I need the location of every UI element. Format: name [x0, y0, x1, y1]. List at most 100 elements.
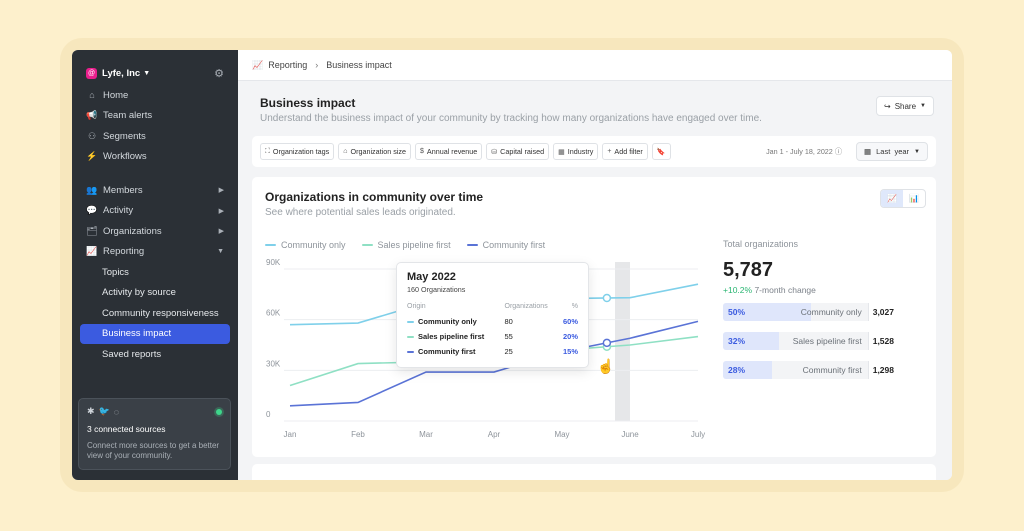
legend-swatch — [265, 243, 276, 247]
sidebar-item-label: Activity by source — [102, 287, 176, 299]
filter-add-filter[interactable]: + Add filter — [602, 143, 648, 160]
sidebar-item-saved-reports[interactable]: Saved reports — [80, 344, 230, 365]
line-chart-icon[interactable]: 📈 — [881, 190, 903, 207]
totals-change: +10.2% 7-month change — [723, 285, 899, 295]
dollar-icon: $ — [420, 148, 424, 155]
sidebar-item-workflows[interactable]: ⚡ Workflows — [80, 147, 230, 168]
x-tick-label: Feb — [351, 430, 365, 439]
filter-label: Industry — [567, 147, 594, 156]
breakdown-bar-fill — [723, 303, 811, 321]
bookmark-button[interactable]: 🔖 — [651, 143, 671, 160]
sidebar-item-label: Team alerts — [103, 110, 153, 122]
share-label: Share — [894, 101, 917, 111]
y-tick-label: 90K — [266, 258, 281, 267]
tooltip-header-orgs: Organizations — [504, 303, 548, 310]
chevron-down-icon: ▼ — [143, 69, 151, 77]
card-subtitle: See where potential sales leads originat… — [265, 207, 456, 218]
filter-label: Organization tags — [272, 147, 330, 156]
filter-industry[interactable]: ▦ Industry — [553, 143, 599, 160]
sidebar-item-reporting[interactable]: 📈 Reporting ▼ — [80, 242, 230, 263]
page-header: Business impact Understand the business … — [260, 96, 762, 124]
sidebar-item-activity-by-source[interactable]: Activity by source — [80, 283, 230, 304]
chevron-down-icon: ▼ — [914, 148, 920, 155]
tooltip-header-pct: % — [571, 303, 578, 310]
chevron-right-icon: ▶ — [218, 187, 224, 195]
calendar-icon: ▦ — [864, 147, 872, 156]
x-tick-label: June — [621, 430, 639, 439]
discourse-icon: ◌ — [113, 406, 120, 417]
sidebar-item-topics[interactable]: Topics — [80, 262, 230, 283]
tooltip-row-name: Community first — [407, 344, 505, 359]
chart-type-toggle: 📈 📊 — [880, 189, 926, 208]
tooltip-row-name: Sales pipeline first — [407, 329, 505, 344]
period-select[interactable]: ▦ Last year ▼ — [856, 142, 928, 161]
x-tick-label: Apr — [488, 430, 501, 439]
filter-organization-size[interactable]: ⌂ Organization size — [338, 143, 412, 160]
filter-organization-tags[interactable]: ⛶ Organization tags — [260, 143, 335, 160]
legend-community-first[interactable]: Community first — [466, 240, 545, 250]
filter-annual-revenue[interactable]: $ Annual revenue — [415, 143, 483, 160]
orgs-over-time-card: Organizations in community over time See… — [252, 177, 936, 457]
period-label: Last year — [876, 147, 910, 156]
tooltip-swatch — [407, 336, 414, 339]
breakdown-row-sales-pipeline-first: 32% Sales pipeline first 1,528 — [723, 332, 899, 350]
filter-capital-raised[interactable]: ⛁ Capital raised — [486, 143, 550, 160]
sidebar-item-segments[interactable]: ⚇ Segments — [80, 126, 230, 147]
sidebar-item-label: Home — [103, 89, 129, 101]
legend-sales-pipeline-first[interactable]: Sales pipeline first — [361, 240, 451, 250]
sidebar-item-community-responsiveness[interactable]: Community responsiveness — [80, 303, 230, 324]
sidebar-item-organizations[interactable]: 🗂 Organizations ▶ — [80, 221, 230, 242]
sidebar-item-members[interactable]: 👥 Members ▶ — [80, 180, 230, 201]
chart-legend: Community only Sales pipeline first Commun… — [265, 240, 545, 250]
status-dot-icon — [216, 408, 222, 415]
data-point-community-only — [602, 293, 612, 303]
megaphone-icon: 📢 — [86, 110, 98, 121]
breadcrumb-parent[interactable]: Reporting — [268, 60, 308, 70]
sidebar-item-label: Workflows — [103, 151, 147, 163]
share-icon: ↪ — [883, 101, 891, 111]
organizations-icon: 🗂 — [86, 225, 98, 236]
breakdown-bar-fill — [723, 332, 780, 350]
members-icon: 👥 — [86, 184, 98, 195]
breakdown-name: Community first — [802, 365, 862, 375]
legend-label: Sales pipeline first — [377, 240, 451, 250]
main-content: 📈 Reporting › Business impact Business i… — [238, 50, 952, 480]
chevron-down-icon: ▼ — [217, 248, 224, 256]
sidebar-item-business-impact[interactable]: Business impact — [80, 323, 230, 344]
breakdown-row-community-only: 50% Community only 3,027 — [723, 303, 899, 321]
breadcrumb-current: Business impact — [326, 60, 392, 70]
page-title: Business impact — [260, 96, 356, 110]
org-name: Lyfe, Inc — [102, 67, 141, 79]
date-range-text: Jan 1 - July 18, 2022 — [766, 146, 833, 156]
tooltip-row-value: 80 — [504, 317, 513, 326]
breakdown-pct: 50% — [728, 307, 746, 317]
sidebar-item-label: Activity — [103, 205, 134, 217]
tooltip-subtitle: 160 Organizations — [407, 285, 466, 294]
filter-label: Organization size — [350, 147, 407, 156]
totals-panel: Total organizations 5,787 +10.2% 7-month… — [723, 239, 899, 379]
sidebar-item-team-alerts[interactable]: 📢 Team alerts — [80, 106, 230, 127]
connected-sources-panel[interactable]: ✱ 🐦 ◌ 3 connected sources Connect more s… — [78, 398, 231, 470]
segments-icon: ⚇ — [87, 130, 97, 141]
share-button[interactable]: ↪ Share ▼ — [876, 96, 934, 116]
legend-community-only[interactable]: Community only — [265, 240, 346, 250]
reporting-icon: 📈 — [86, 246, 98, 257]
sidebar-item-home[interactable]: ⌂ Home — [80, 85, 230, 106]
sidebar-item-activity[interactable]: 💬 Activity ▶ — [80, 201, 230, 222]
info-icon: ⓘ — [834, 146, 843, 156]
breakdown-bar-fill — [723, 361, 773, 379]
sidebar-item-label: Organizations — [103, 225, 162, 237]
totals-change-note: 7-month change — [754, 285, 816, 295]
tooltip-swatch — [407, 351, 414, 354]
legend-swatch — [466, 243, 478, 247]
org-switcher[interactable]: @ Lyfe, Inc ▼ ⚙ — [72, 61, 238, 85]
filter-label: Add filter — [614, 147, 643, 156]
breakdown-count: 1,298 — [867, 361, 899, 379]
breakdown-count: 1,528 — [867, 332, 899, 350]
totals-value: 5,787 — [723, 259, 774, 281]
building-icon: ⌂ — [343, 148, 348, 155]
tooltip-row-value: 55 — [504, 332, 513, 341]
x-tick-label: July — [691, 430, 705, 439]
gear-icon[interactable]: ⚙ — [214, 67, 224, 80]
bar-chart-icon[interactable]: 📊 — [909, 194, 919, 203]
